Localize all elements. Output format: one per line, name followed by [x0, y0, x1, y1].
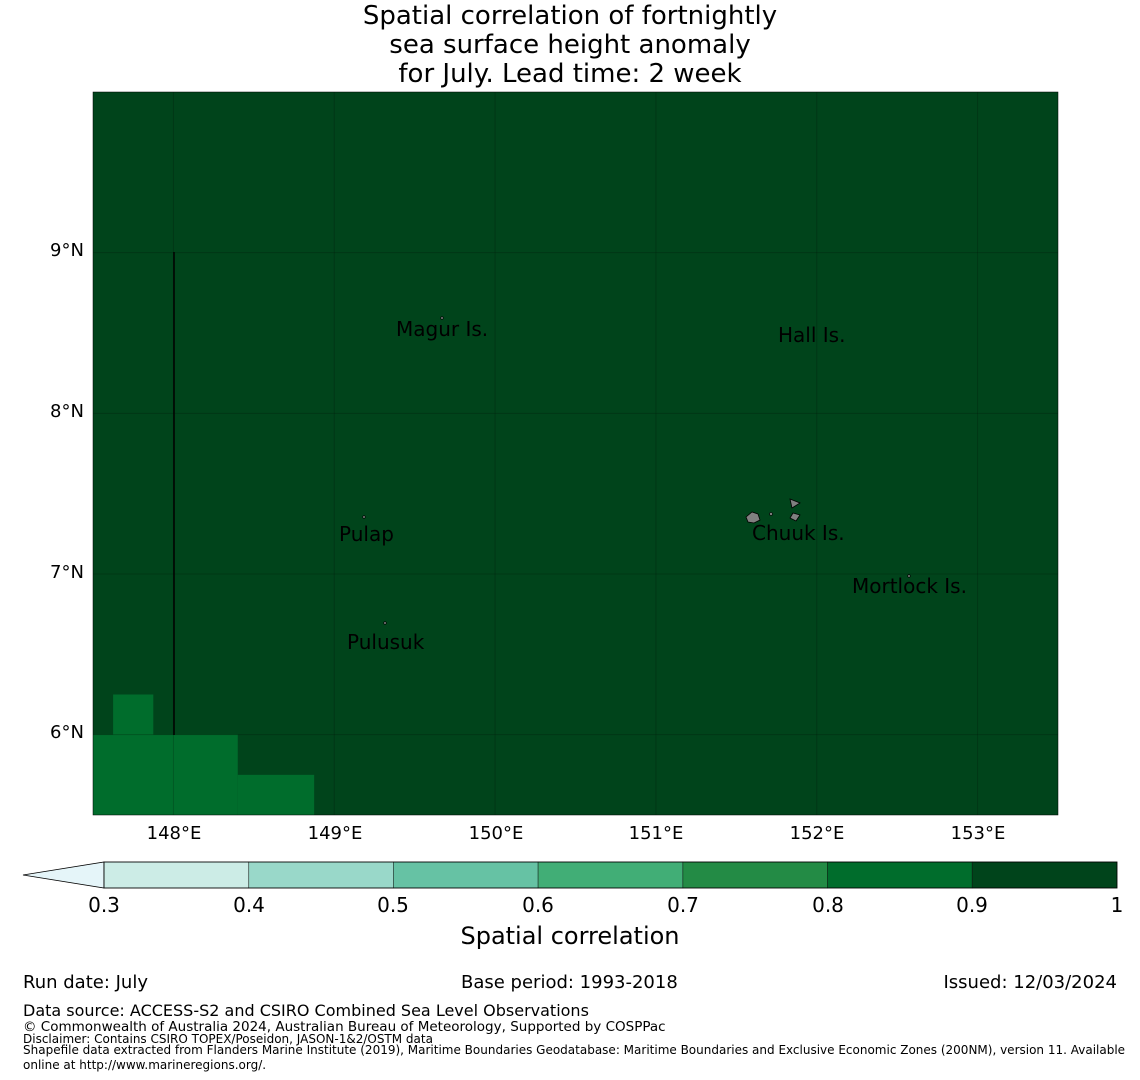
place-label-pulap: Pulap [339, 522, 394, 546]
colorbar-tick-label: 0.4 [233, 893, 265, 917]
correlation-cell [113, 694, 154, 735]
pulusuk-island-shape [383, 621, 387, 625]
chuuk-island-shape [789, 512, 801, 522]
correlation-cell [93, 734, 238, 815]
colorbar-segment [971, 861, 1118, 889]
place-label-hall: Hall Is. [778, 323, 846, 347]
place-label-magur: Magur Is. [396, 317, 489, 341]
colorbar-segment [827, 861, 973, 889]
colorbar-tick-label: 0.7 [667, 893, 699, 917]
colorbar-segment [248, 861, 394, 889]
chuuk-island-shape [769, 512, 773, 516]
colorbar-segment [103, 861, 250, 889]
issued-date: Issued: 12/03/2024 [943, 972, 1117, 993]
base-period: Base period: 1993-2018 [461, 972, 678, 993]
island-shapes [362, 316, 911, 625]
colorbar-segment [537, 861, 684, 889]
lat-label: 9°N [50, 240, 84, 261]
title-line-3: for July. Lead time: 2 week [398, 59, 742, 89]
colorbar-segment [393, 861, 539, 889]
place-label-chuuk: Chuuk Is. [752, 521, 845, 545]
mortlock-island-shape [907, 574, 911, 578]
map-title: Spatial correlation of fortnightly sea s… [0, 2, 1140, 89]
colorbar-tick-label: 0.5 [377, 893, 409, 917]
title-line-2: sea surface height anomaly [389, 30, 751, 60]
copyright-note: © Commonwealth of Australia 2024, Austra… [23, 1019, 666, 1035]
lon-label: 150°E [468, 823, 524, 844]
lon-label: 152°E [789, 823, 845, 844]
colorbar-segment [682, 861, 828, 889]
colorbar [22, 861, 1118, 889]
pulap-island-shape [362, 515, 366, 519]
lat-label: 7°N [50, 562, 84, 583]
lon-label: 153°E [950, 823, 1006, 844]
data-source-note: Data source: ACCESS-S2 and CSIRO Combine… [23, 1001, 589, 1020]
run-date: Run date: July [23, 972, 148, 993]
place-label-pulusuk: Pulusuk [347, 630, 425, 654]
shapefile-note-line-1: Shapefile data extracted from Flanders M… [23, 1043, 1126, 1057]
disclaimer-note: Disclaimer: Contains CSIRO TOPEX/Poseido… [23, 1032, 433, 1046]
chuuk-island-shape [789, 498, 801, 509]
colorbar-label: Spatial correlation [460, 922, 680, 950]
lon-label: 148°E [146, 823, 202, 844]
magur-island-shape [440, 316, 444, 320]
lat-label: 8°N [50, 401, 84, 422]
lon-label: 151°E [628, 823, 684, 844]
map-background [93, 92, 1058, 815]
colorbar-tick-label: 0.9 [956, 893, 988, 917]
shapefile-note-line-2: online at http://www.marineregions.org/. [23, 1058, 267, 1072]
title-line-1: Spatial correlation of fortnightly [362, 1, 778, 31]
map-panel [92, 91, 1059, 816]
correlation-cell [237, 774, 315, 815]
colorbar-tick-label: 0.8 [812, 893, 844, 917]
colorbar-tick-label: 0.6 [522, 893, 554, 917]
map-frame [92, 91, 1059, 816]
colorbar-frame [103, 861, 1118, 889]
lon-label: 149°E [307, 823, 363, 844]
correlation-cells [93, 694, 315, 815]
lat-label: 6°N [50, 722, 84, 743]
colorbar-segments [103, 861, 1118, 889]
colorbar-tick-label: 0.3 [88, 893, 120, 917]
place-label-mortlock: Mortlock Is. [852, 574, 967, 598]
colorbar-extend-arrow [22, 861, 105, 889]
chuuk-island-shape [745, 511, 761, 524]
colorbar-tick-label: 1 [1110, 893, 1124, 917]
